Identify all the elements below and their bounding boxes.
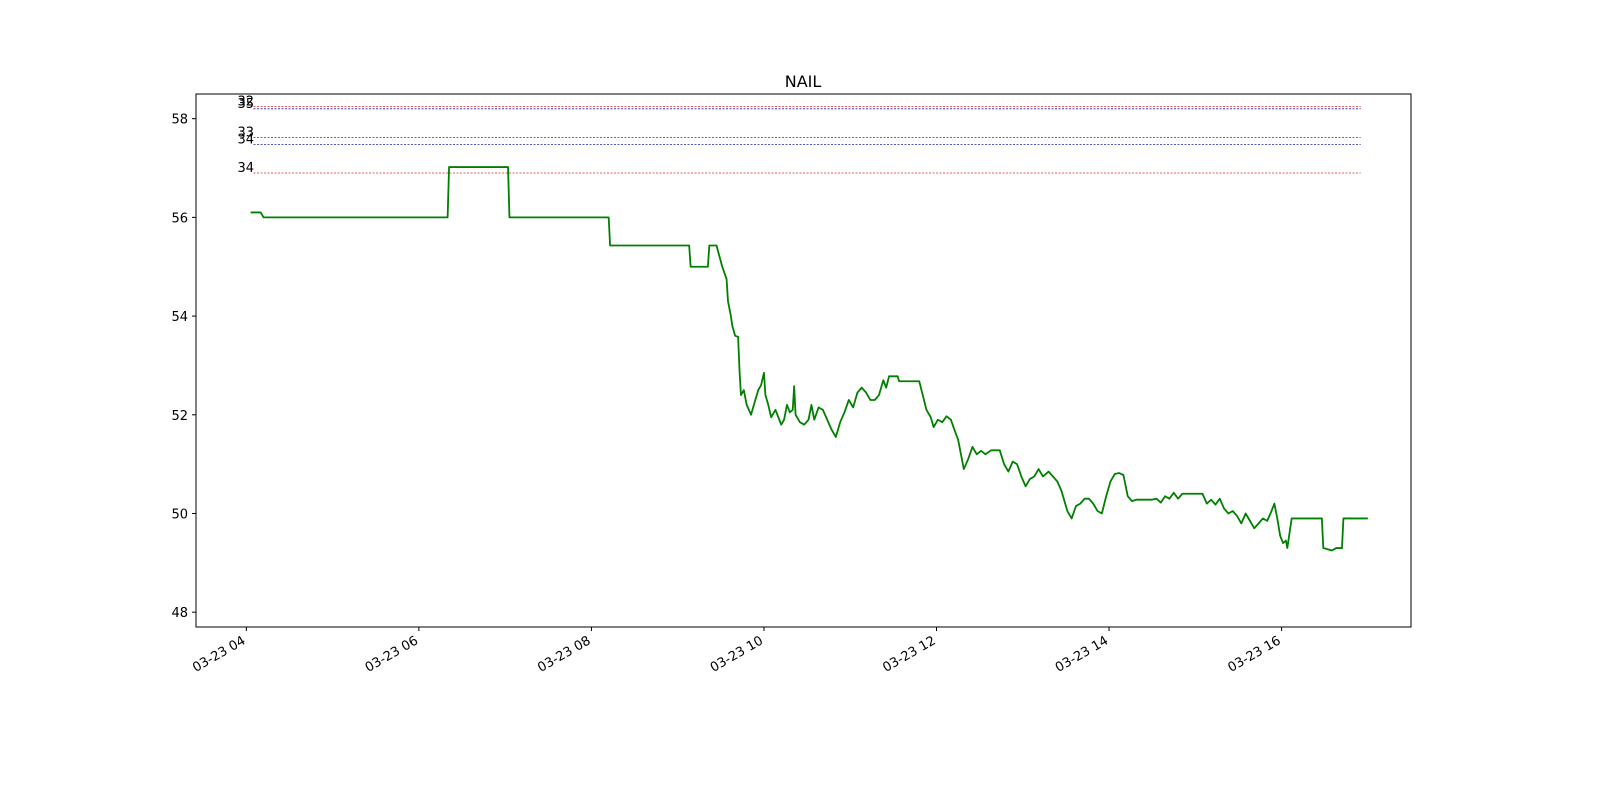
y-tick-label: 58 <box>171 113 188 128</box>
y-tick-label: 50 <box>171 507 188 522</box>
y-tick-label: 56 <box>171 211 188 226</box>
reference-line-label: 34 <box>237 132 254 147</box>
chart-title: NAIL <box>785 72 822 91</box>
reference-line-label: 34 <box>237 161 254 176</box>
y-tick-label: 52 <box>171 409 188 424</box>
price-series-line <box>250 166 1368 552</box>
series-layer <box>250 166 1368 552</box>
plot-frame <box>195 93 1412 628</box>
y-tick-label: 48 <box>171 606 188 621</box>
y-tick-label: 54 <box>171 310 188 325</box>
reference-line-label: 32 <box>237 94 254 109</box>
y-axis: 48 50 52 54 56 58 <box>171 113 196 621</box>
reference-line-label: 33 <box>237 125 254 140</box>
reference-line-label: 35 <box>237 97 254 112</box>
